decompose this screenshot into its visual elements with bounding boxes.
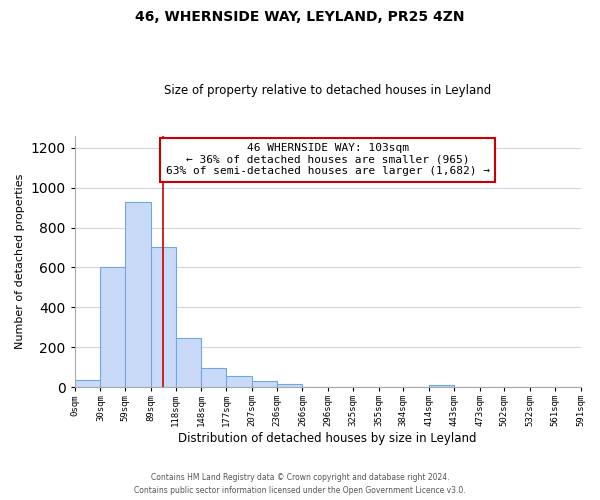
Bar (226, 376, 252, 388)
Bar (176, 338, 202, 388)
Y-axis label: Number of detached properties: Number of detached properties (15, 174, 25, 349)
Bar (429, 386, 454, 388)
X-axis label: Distribution of detached houses by size in Leyland: Distribution of detached houses by size … (178, 432, 477, 445)
Bar (100, 268, 125, 388)
Text: Contains HM Land Registry data © Crown copyright and database right 2024.
Contai: Contains HM Land Registry data © Crown c… (134, 474, 466, 495)
Bar (75, 380, 100, 388)
Bar (151, 248, 176, 388)
Bar (277, 384, 302, 388)
Bar (252, 382, 277, 388)
Bar (202, 368, 226, 388)
Text: 46, WHERNSIDE WAY, LEYLAND, PR25 4ZN: 46, WHERNSIDE WAY, LEYLAND, PR25 4ZN (135, 10, 465, 24)
Bar (125, 202, 151, 388)
Text: 46 WHERNSIDE WAY: 103sqm
← 36% of detached houses are smaller (965)
63% of semi-: 46 WHERNSIDE WAY: 103sqm ← 36% of detach… (166, 143, 490, 176)
Title: Size of property relative to detached houses in Leyland: Size of property relative to detached ho… (164, 84, 491, 97)
